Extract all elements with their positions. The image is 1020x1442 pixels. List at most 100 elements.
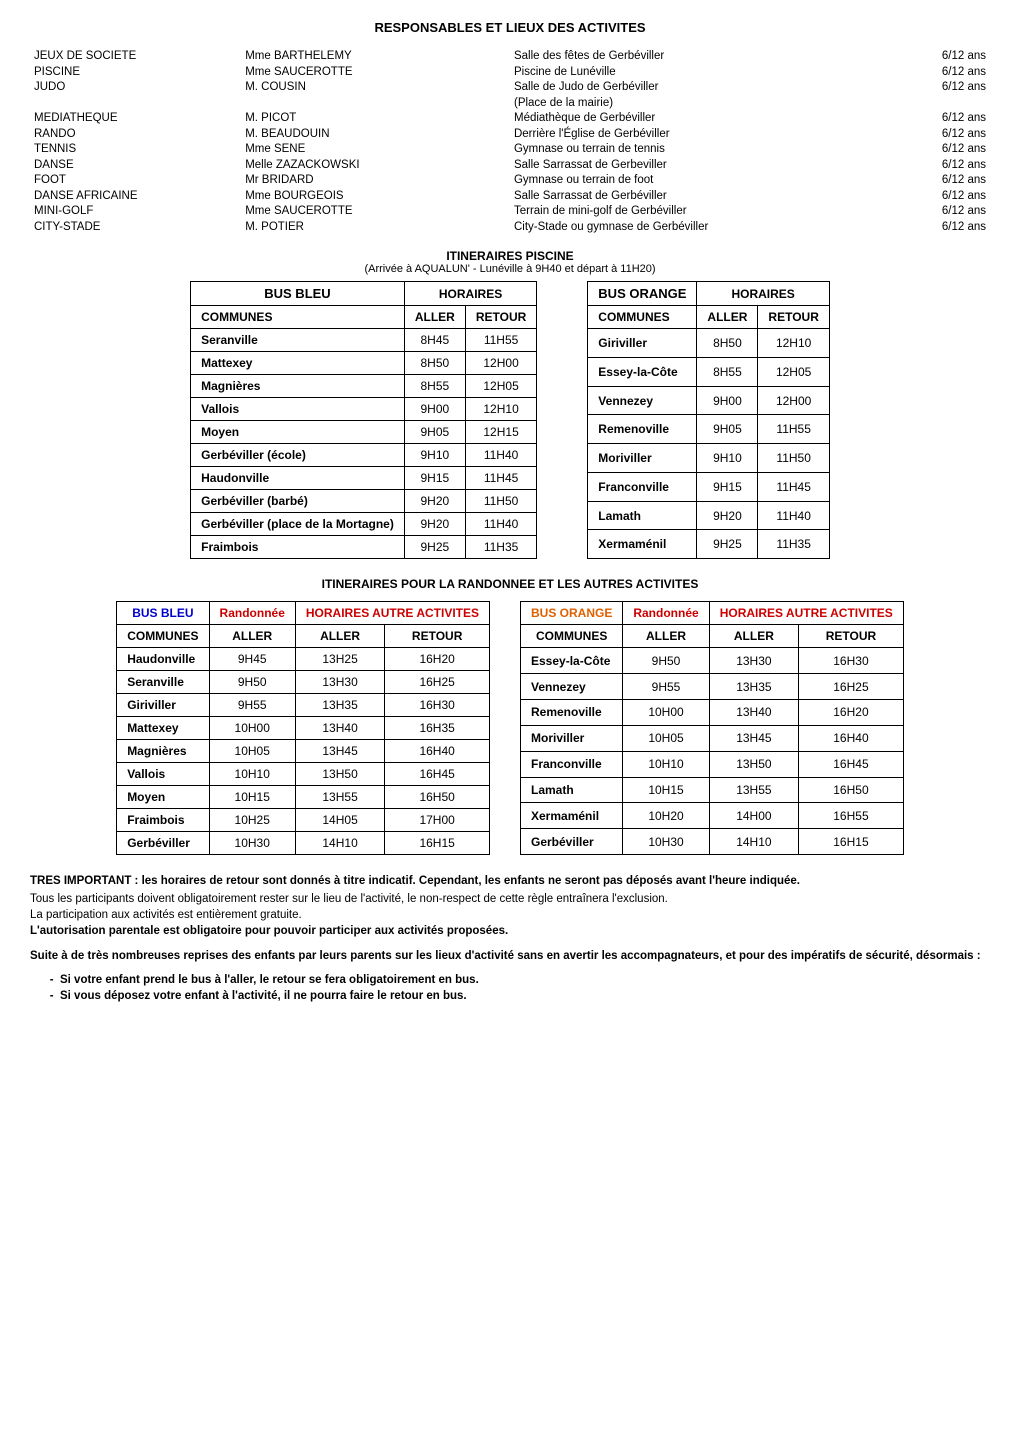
note-suite: Suite à de très nombreuses reprises des … (30, 948, 990, 964)
age-cell: 6/12 ans (894, 158, 990, 174)
aller1-cell: 10H25 (209, 809, 295, 832)
aller1-cell: 9H45 (209, 648, 295, 671)
name-cell: Melle ZAZACKOWSKI (241, 158, 510, 174)
commune-cell: Seranville (117, 671, 209, 694)
note-text: Tous les participants doivent obligatoir… (30, 893, 668, 905)
retour-cell: 16H25 (385, 671, 490, 694)
retour-header: RETOUR (799, 625, 904, 648)
commune-cell: Mattexey (117, 717, 209, 740)
retour-cell: 16H40 (799, 725, 904, 751)
aller2-cell: 14H05 (295, 809, 384, 832)
aller-header: ALLER (209, 625, 295, 648)
rando-table-left: BUS BLEU Randonnée HORAIRES AUTRE ACTIVI… (116, 601, 490, 855)
aller1-cell: 10H20 (623, 803, 709, 829)
aller-cell: 8H55 (697, 357, 758, 386)
note-text: L'autorisation parentale est obligatoire… (30, 925, 508, 937)
aller-cell: 8H45 (404, 329, 465, 352)
commune-cell: Moyen (117, 786, 209, 809)
commune-cell: Gerbéviller (barbé) (191, 490, 405, 513)
aller2-cell: 13H40 (295, 717, 384, 740)
name-cell: Mr BRIDARD (241, 173, 510, 189)
responsable-row: TENNISMme SENEGymnase ou terrain de tenn… (30, 142, 990, 158)
name-cell: Mme SENE (241, 142, 510, 158)
communes-header: COMMUNES (588, 306, 697, 329)
schedule-row: Giriviller8H5012H10 (588, 329, 830, 358)
location-cell: Piscine de Lunéville (510, 65, 894, 81)
retour-cell: 16H15 (385, 832, 490, 855)
responsable-row: (Place de la mairie) (30, 96, 990, 112)
aller2-cell: 14H10 (295, 832, 384, 855)
retour-cell: 11H55 (758, 415, 829, 444)
aller2-header: ALLER (709, 625, 798, 648)
aller-cell: 8H50 (404, 352, 465, 375)
randonnee-header: Randonnée (623, 602, 709, 625)
retour-cell: 11H50 (465, 490, 536, 513)
aller-cell: 9H20 (404, 513, 465, 536)
aller-header: ALLER (404, 306, 465, 329)
commune-cell: Haudonville (191, 467, 405, 490)
aller1-cell: 10H05 (209, 740, 295, 763)
note-text: La participation aux activités est entiè… (30, 909, 302, 921)
name-cell: Mme BARTHELEMY (241, 49, 510, 65)
schedule-row: Giriviller9H5513H3516H30 (117, 694, 490, 717)
schedule-row: Moyen10H1513H5516H50 (117, 786, 490, 809)
aller-cell: 8H50 (697, 329, 758, 358)
aller-cell: 9H20 (404, 490, 465, 513)
location-cell: Salle de Judo de Gerbéviller (510, 80, 894, 96)
aller-cell: 9H10 (697, 444, 758, 473)
responsable-row: DANSE AFRICAINEMme BOURGEOISSalle Sarras… (30, 189, 990, 205)
horaires-header: HORAIRES (697, 282, 829, 306)
communes-header: COMMUNES (521, 625, 623, 648)
retour-cell: 11H40 (465, 513, 536, 536)
name-cell: Mme SAUCEROTTE (241, 204, 510, 220)
location-cell: Gymnase ou terrain de foot (510, 173, 894, 189)
note-important: TRES IMPORTANT : les horaires de retour … (30, 875, 800, 887)
schedule-row: Moriviller10H0513H4516H40 (521, 725, 904, 751)
responsable-row: MINI-GOLFMme SAUCEROTTETerrain de mini-g… (30, 204, 990, 220)
retour-cell: 12H10 (465, 398, 536, 421)
aller-cell: 9H10 (404, 444, 465, 467)
commune-cell: Magnières (191, 375, 405, 398)
commune-cell: Vallois (117, 763, 209, 786)
aller1-cell: 9H50 (623, 648, 709, 674)
piscine-table-right: BUS ORANGE HORAIRES COMMUNES ALLER RETOU… (587, 281, 830, 559)
name-cell (241, 96, 510, 112)
retour-cell: 16H40 (385, 740, 490, 763)
commune-cell: Lamath (588, 501, 697, 530)
activity-cell: RANDO (30, 127, 241, 143)
commune-cell: Haudonville (117, 648, 209, 671)
retour-cell: 16H20 (385, 648, 490, 671)
location-cell: Salle Sarrassat de Gerbeviller (510, 158, 894, 174)
age-cell: 6/12 ans (894, 80, 990, 96)
horaires-header: HORAIRES (404, 282, 536, 306)
retour-header: RETOUR (758, 306, 829, 329)
commune-cell: Mattexey (191, 352, 405, 375)
activity-cell: JEUX DE SOCIETE (30, 49, 241, 65)
schedule-row: Magnières8H5512H05 (191, 375, 537, 398)
location-cell: Derrière l'Église de Gerbéviller (510, 127, 894, 143)
age-cell (894, 96, 990, 112)
activity-cell: TENNIS (30, 142, 241, 158)
aller-cell: 9H15 (404, 467, 465, 490)
name-cell: M. COUSIN (241, 80, 510, 96)
activity-cell: CITY-STADE (30, 220, 241, 236)
location-cell: (Place de la mairie) (510, 96, 894, 112)
schedule-row: Seranville9H5013H3016H25 (117, 671, 490, 694)
commune-cell: Xermaménil (588, 530, 697, 559)
schedule-row: Franconville10H1013H5016H45 (521, 751, 904, 777)
commune-cell: Giriviller (117, 694, 209, 717)
retour-cell: 12H00 (465, 352, 536, 375)
responsable-row: RANDOM. BEAUDOUINDerrière l'Église de Ge… (30, 127, 990, 143)
schedule-row: Fraimbois9H2511H35 (191, 536, 537, 559)
age-cell: 6/12 ans (894, 173, 990, 189)
aller-cell: 9H05 (697, 415, 758, 444)
name-cell: M. POTIER (241, 220, 510, 236)
retour-cell: 16H55 (799, 803, 904, 829)
schedule-row: Xermaménil9H2511H35 (588, 530, 830, 559)
schedule-row: Gerbéviller (barbé)9H2011H50 (191, 490, 537, 513)
note-bullet: Si vous déposez votre enfant à l'activit… (60, 988, 990, 1004)
aller2-cell: 13H45 (709, 725, 798, 751)
notes-section: TRES IMPORTANT : les horaires de retour … (30, 873, 990, 1004)
location-cell: City-Stade ou gymnase de Gerbéviller (510, 220, 894, 236)
aller2-cell: 13H50 (295, 763, 384, 786)
